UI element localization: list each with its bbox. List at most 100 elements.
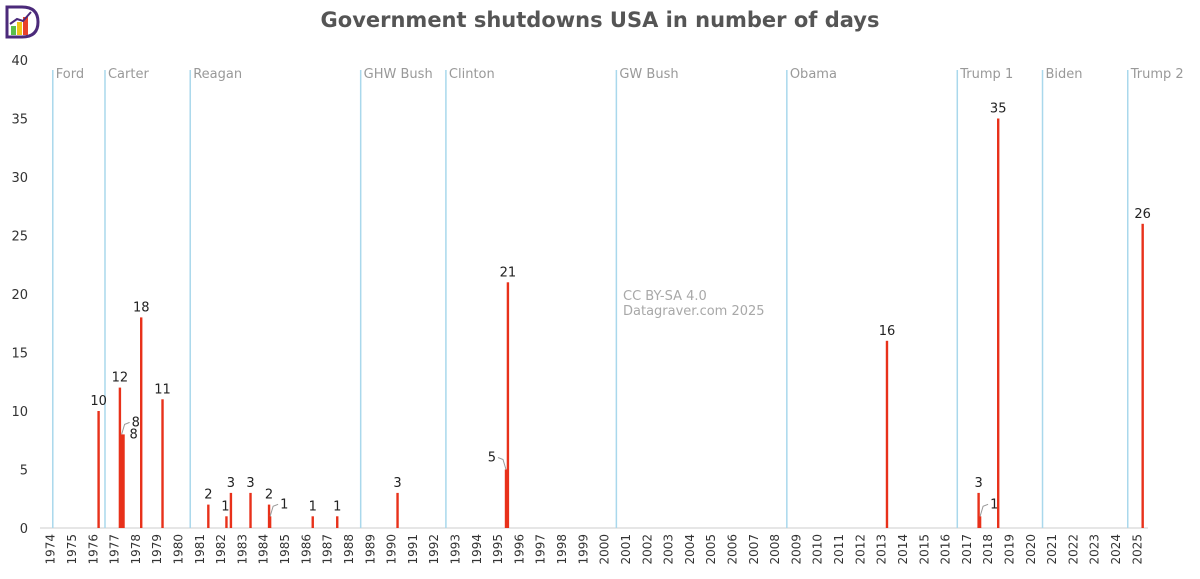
bar-value-label: 8 bbox=[132, 415, 140, 430]
x-tick-label: 2014 bbox=[896, 534, 910, 565]
x-tick-label: 1994 bbox=[470, 534, 484, 565]
x-tick-label: 2021 bbox=[1045, 534, 1059, 565]
bar-value-label: 1 bbox=[221, 499, 229, 514]
president-name: Carter bbox=[108, 67, 149, 82]
x-tick-label: 1998 bbox=[555, 534, 569, 565]
x-tick-label: 2015 bbox=[917, 534, 931, 565]
bar-value-label: 21 bbox=[500, 265, 517, 280]
bar bbox=[97, 411, 100, 528]
x-tick-label: 2001 bbox=[619, 534, 633, 565]
bar-value-label: 1 bbox=[280, 497, 288, 512]
y-tick-label: 10 bbox=[11, 405, 28, 420]
label-leader-line bbox=[497, 457, 507, 470]
x-tick-label: 1993 bbox=[449, 534, 463, 565]
bar bbox=[978, 516, 982, 528]
president-name: Reagan bbox=[193, 67, 242, 82]
bar-value-label: 2 bbox=[265, 488, 273, 503]
x-tick-label: 1986 bbox=[299, 534, 313, 565]
bar bbox=[249, 492, 252, 528]
president-name: Trump 1 bbox=[959, 67, 1013, 82]
x-tick-label: 1983 bbox=[235, 534, 249, 565]
x-tick-label: 1982 bbox=[214, 534, 228, 565]
y-tick-label: 40 bbox=[11, 54, 28, 69]
chart-title: Government shutdowns USA in number of da… bbox=[320, 8, 880, 32]
bar bbox=[396, 492, 399, 528]
x-tick-label: 2010 bbox=[811, 534, 825, 565]
bar bbox=[161, 399, 164, 528]
x-tick-label: 2017 bbox=[960, 534, 974, 565]
x-tick-label: 2025 bbox=[1130, 534, 1144, 565]
x-tick-label: 2023 bbox=[1088, 534, 1102, 565]
y-tick-label: 0 bbox=[20, 522, 28, 537]
bar-value-label: 2 bbox=[204, 488, 212, 503]
bar bbox=[229, 492, 233, 528]
x-tick-label: 2013 bbox=[875, 534, 889, 565]
bar bbox=[120, 434, 123, 528]
president-name: Trump 2 bbox=[1130, 67, 1184, 82]
bar-value-label: 8 bbox=[130, 427, 138, 442]
x-tick-label: 1987 bbox=[321, 534, 335, 565]
label-leader-line bbox=[979, 503, 989, 517]
x-tick-label: 2022 bbox=[1066, 534, 1080, 565]
x-tick-label: 2009 bbox=[789, 534, 803, 565]
president-name: GW Bush bbox=[619, 67, 678, 82]
bar bbox=[504, 469, 508, 528]
x-tick-label: 2008 bbox=[768, 534, 782, 565]
bar-value-label: 3 bbox=[974, 476, 982, 491]
label-leader-line bbox=[121, 421, 130, 435]
x-tick-label: 1985 bbox=[278, 534, 292, 565]
x-tick-label: 2004 bbox=[683, 534, 697, 565]
label-leader-line bbox=[269, 503, 279, 517]
bar-value-label: 1 bbox=[990, 497, 998, 512]
y-tick-label: 35 bbox=[11, 113, 28, 128]
bar bbox=[336, 516, 339, 528]
x-tick-label: 2000 bbox=[598, 534, 612, 565]
bar bbox=[997, 118, 1000, 528]
datagraver-logo bbox=[5, 5, 40, 39]
x-tick-label: 2006 bbox=[726, 534, 740, 565]
x-tick-label: 2012 bbox=[853, 534, 867, 565]
x-tick-label: 2018 bbox=[981, 534, 995, 565]
bar-value-label: 3 bbox=[246, 476, 254, 491]
bar-value-label: 1 bbox=[309, 499, 317, 514]
bar-value-label: 1 bbox=[333, 499, 341, 514]
bar bbox=[122, 434, 125, 528]
x-tick-label: 2005 bbox=[704, 534, 718, 565]
president-name: Ford bbox=[56, 67, 84, 82]
x-tick-label: 1990 bbox=[385, 534, 399, 565]
bar bbox=[885, 340, 889, 528]
bar-value-label: 3 bbox=[393, 476, 401, 491]
x-tick-label: 1984 bbox=[257, 534, 271, 565]
x-tick-label: 1996 bbox=[512, 534, 526, 565]
x-tick-label: 1989 bbox=[363, 534, 377, 565]
y-tick-label: 20 bbox=[11, 288, 28, 303]
x-tick-label: 1974 bbox=[44, 534, 58, 565]
license-text: CC BY-SA 4.0 bbox=[623, 289, 707, 304]
x-tick-label: 1995 bbox=[491, 534, 505, 565]
president-name: Biden bbox=[1046, 67, 1083, 82]
bar-value-label: 12 bbox=[112, 371, 129, 386]
x-tick-label: 2002 bbox=[640, 534, 654, 565]
x-tick-label: 2007 bbox=[747, 534, 761, 565]
x-tick-label: 2016 bbox=[939, 534, 953, 565]
bar bbox=[311, 516, 314, 528]
x-tick-label: 1999 bbox=[576, 534, 590, 565]
bar bbox=[977, 492, 980, 528]
president-name: GHW Bush bbox=[364, 67, 433, 82]
bar bbox=[140, 317, 143, 528]
bar bbox=[118, 387, 122, 528]
president-name: Clinton bbox=[449, 67, 495, 82]
y-tick-label: 15 bbox=[11, 347, 28, 362]
x-tick-label: 2011 bbox=[832, 534, 846, 565]
x-tick-label: 1979 bbox=[150, 534, 164, 565]
x-tick-label: 1976 bbox=[86, 534, 100, 565]
x-tick-label: 1988 bbox=[342, 534, 356, 565]
bar-value-label: 10 bbox=[90, 394, 107, 409]
bar bbox=[268, 516, 272, 528]
x-tick-label: 1981 bbox=[193, 534, 207, 565]
bar-value-label: 11 bbox=[154, 382, 171, 397]
bar bbox=[225, 516, 228, 528]
x-tick-label: 1997 bbox=[534, 534, 548, 565]
